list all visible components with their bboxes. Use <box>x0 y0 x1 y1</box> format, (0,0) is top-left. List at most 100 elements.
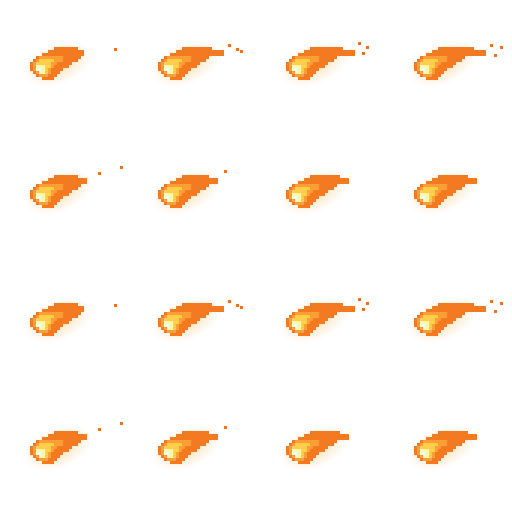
flame-light <box>292 446 307 449</box>
flame-outer <box>170 181 218 184</box>
flame-light <box>36 190 51 193</box>
flame-mid <box>423 458 432 461</box>
flame-hot-spot <box>36 452 42 455</box>
flame-outer <box>48 434 87 437</box>
flame-hot-spot <box>292 68 298 71</box>
ember-particle <box>240 306 243 309</box>
flame-light <box>167 315 182 318</box>
flame-mid <box>167 202 176 205</box>
flame-hot-spot <box>164 196 170 199</box>
flame-outer <box>48 306 84 309</box>
fireball-sprite <box>151 169 227 215</box>
flame-core <box>167 199 173 202</box>
fireball-sprite <box>23 41 117 87</box>
ember-particle <box>240 50 243 53</box>
ember-particle <box>500 302 503 305</box>
flame-core <box>295 199 301 202</box>
flame-outer <box>304 306 355 309</box>
flame-light <box>39 443 54 446</box>
flame-hot-spot <box>420 196 426 199</box>
flame-light <box>164 190 179 193</box>
flame-core <box>167 455 173 458</box>
ember-particle <box>358 298 361 301</box>
flame-core <box>292 321 301 324</box>
flame-mid <box>423 440 447 443</box>
flame-core <box>36 193 45 196</box>
flame-outer <box>176 178 218 181</box>
sprite-frame-7 <box>256 128 384 256</box>
flame-light <box>295 315 310 318</box>
fireball-sprite <box>407 41 503 87</box>
flame-core <box>36 449 45 452</box>
flame-mid <box>39 458 48 461</box>
flame-core <box>39 71 45 74</box>
flame-core <box>295 327 301 330</box>
fireball-sprite <box>151 297 243 343</box>
flame-outer <box>42 461 54 464</box>
fireball-sprite <box>279 425 349 471</box>
flame-light <box>420 62 435 65</box>
flame-outer <box>298 309 355 312</box>
flame-outer <box>170 205 182 208</box>
fireball-sprite <box>279 41 369 87</box>
flame-core <box>167 327 173 330</box>
flame-light <box>167 443 182 446</box>
flame-light <box>39 315 54 318</box>
flame-core <box>164 193 173 196</box>
flame-hot-spot <box>36 196 42 199</box>
flame-core <box>420 449 429 452</box>
flame-mid <box>39 202 48 205</box>
flame-mid <box>423 330 432 333</box>
flame-outer <box>426 181 477 184</box>
flame-outer <box>42 437 87 440</box>
flame-mid <box>39 330 48 333</box>
flame-mid <box>167 184 191 187</box>
flame-outer <box>426 461 438 464</box>
flame-outer <box>42 77 54 80</box>
flame-hot-spot <box>164 68 170 71</box>
flame-mid <box>39 312 63 315</box>
flame-outer <box>42 333 54 336</box>
ember-particle <box>366 302 369 305</box>
flame-light <box>36 446 51 449</box>
sprite-frame-4 <box>384 0 512 128</box>
fireball-sprite <box>279 297 369 343</box>
ember-particle <box>362 52 365 55</box>
flame-hot-spot <box>292 452 298 455</box>
fireball-sprite <box>23 166 123 215</box>
flame-outer <box>298 53 355 56</box>
ember-particle <box>494 54 497 57</box>
flame-outer <box>42 309 84 312</box>
flame-outer <box>170 309 224 312</box>
flame-core <box>423 71 429 74</box>
flame-outer <box>54 175 78 178</box>
sprite-frame-13 <box>0 384 128 512</box>
sprite-frame-2 <box>128 0 256 128</box>
flame-outer <box>310 175 340 178</box>
flame-light <box>295 59 310 62</box>
flame-outer <box>298 181 349 184</box>
ember-particle <box>236 48 239 51</box>
flame-light <box>423 59 438 62</box>
flame-core <box>39 327 45 330</box>
flame-core <box>164 449 173 452</box>
flame-light <box>164 446 179 449</box>
flame-outer <box>304 178 349 181</box>
flame-outer <box>54 47 78 50</box>
flame-outer <box>298 205 310 208</box>
ember-particle <box>98 172 101 175</box>
sprite-frame-6 <box>128 128 256 256</box>
flame-mid <box>423 74 432 77</box>
flame-hot-spot <box>292 196 298 199</box>
flame-light <box>39 187 54 190</box>
flame-light <box>292 318 307 321</box>
ember-particle <box>490 300 493 303</box>
flame-mid <box>167 458 176 461</box>
flame-light <box>164 318 179 321</box>
flame-core <box>39 199 45 202</box>
flame-hot-spot <box>164 452 170 455</box>
fireball-sprite <box>23 297 117 343</box>
ember-particle <box>224 170 227 173</box>
flame-outer <box>298 461 310 464</box>
flame-mid <box>295 458 304 461</box>
